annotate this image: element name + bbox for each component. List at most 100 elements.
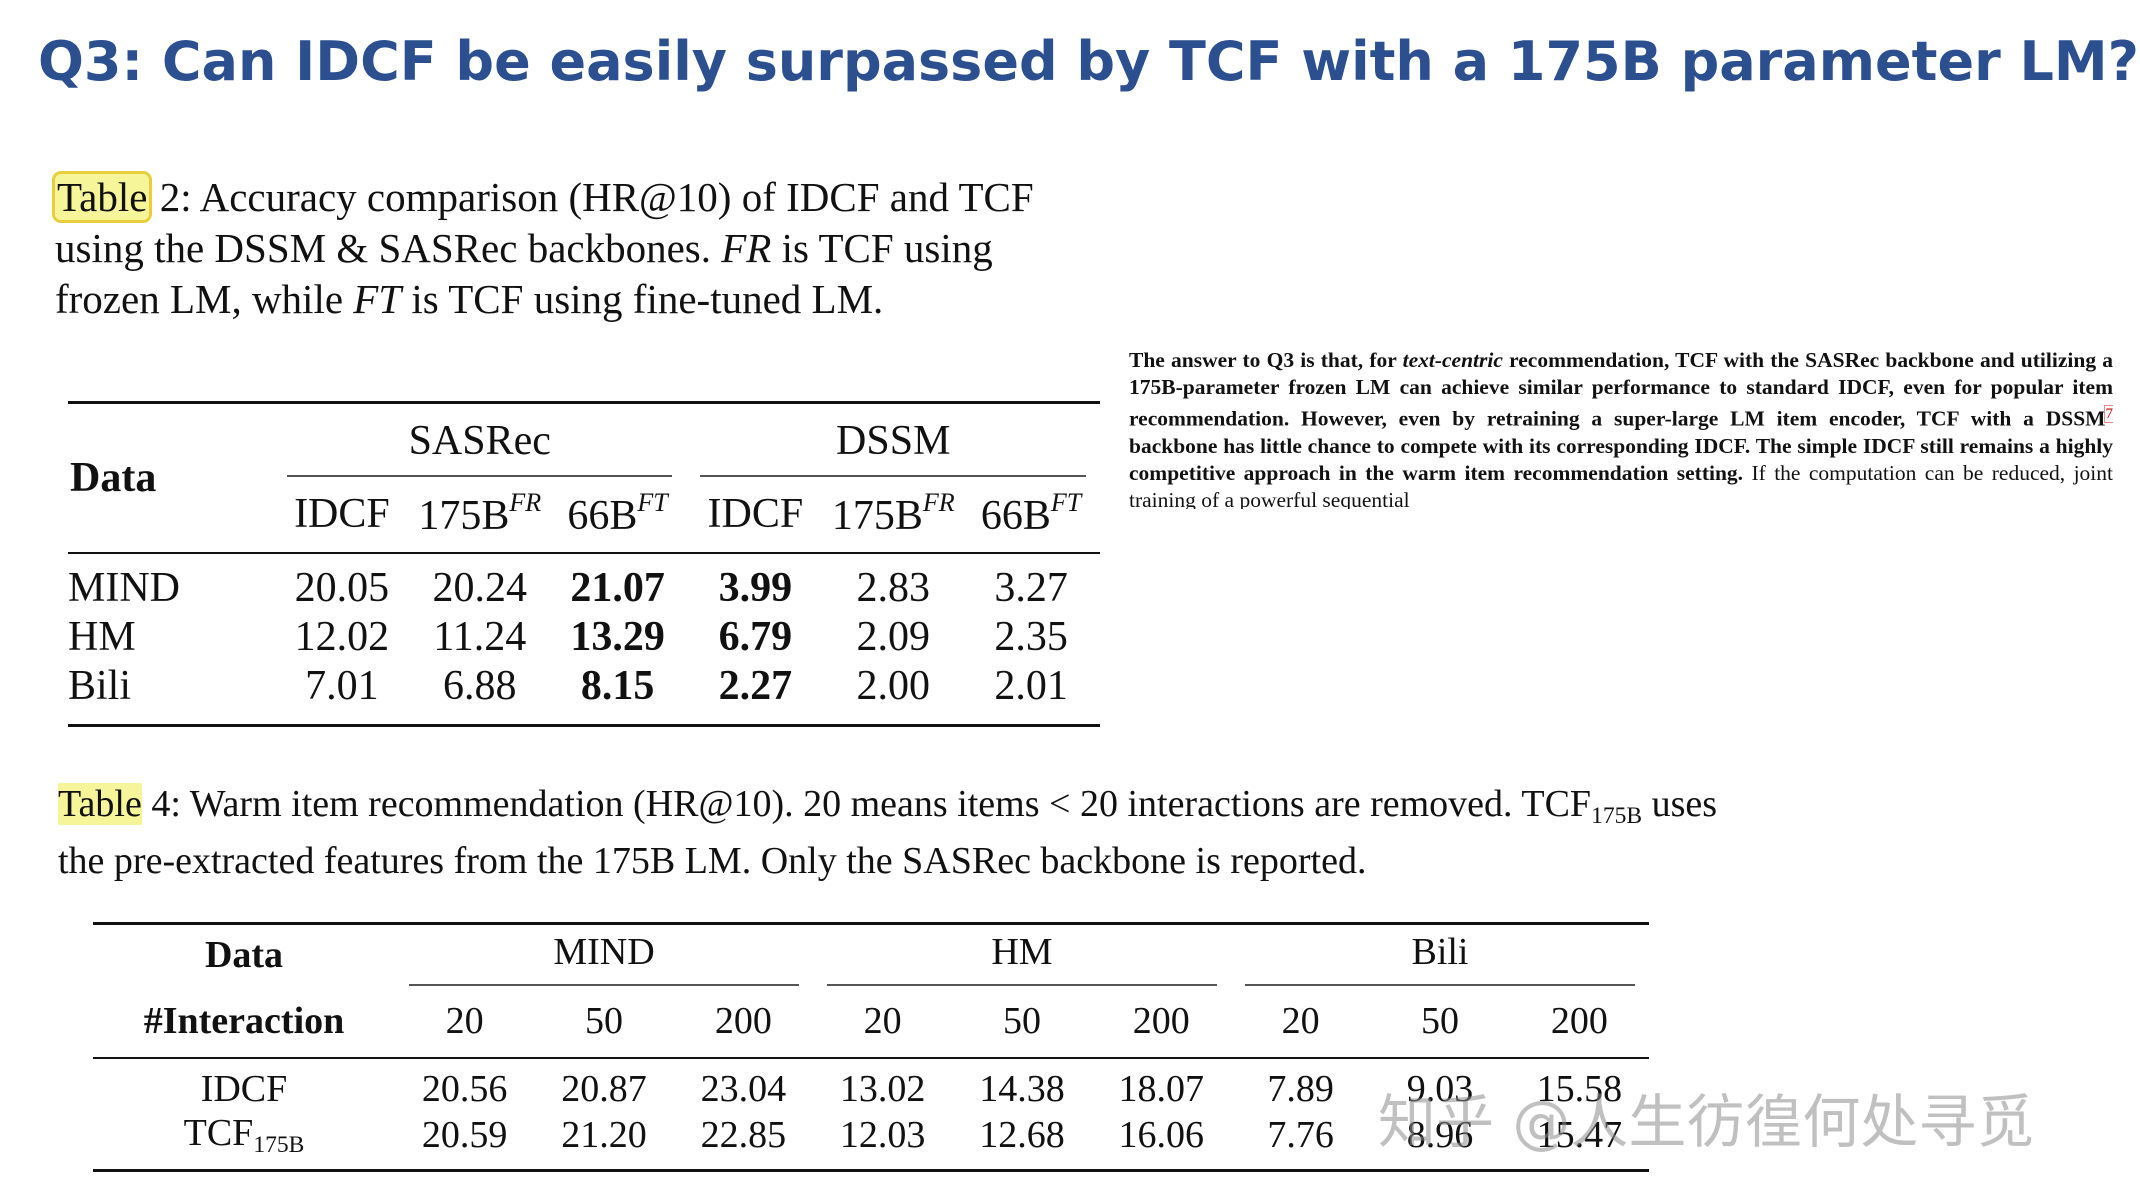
cell: 20.59 bbox=[421, 1113, 508, 1156]
cell: 3.99 bbox=[718, 564, 793, 611]
caption-text: is TCF using frozen LM, while bbox=[55, 225, 993, 322]
caption-text: 175B bbox=[1591, 803, 1643, 830]
caption-text: FR bbox=[721, 225, 772, 271]
cell: 2.01 bbox=[994, 662, 1068, 709]
group-cell: Bili bbox=[1231, 924, 1649, 986]
caption-text: Table bbox=[58, 783, 142, 825]
cell: 21.07 bbox=[570, 564, 665, 611]
cell: 18.07 bbox=[1118, 1067, 1205, 1110]
data-row: Bili 7.01 6.88 8.15 2.27 2.00 2.01 bbox=[68, 662, 1100, 726]
column-header-text: 175B bbox=[418, 493, 510, 540]
column-header: 50 bbox=[534, 985, 674, 1059]
column-header-text: 66B bbox=[980, 493, 1051, 540]
column-header: 20 bbox=[1230, 985, 1371, 1059]
row-label: IDCF bbox=[93, 1058, 395, 1111]
caption-text: is TCF using fine-tuned LM. bbox=[401, 276, 884, 322]
column-header: 175BFR bbox=[824, 476, 963, 554]
row-header: Data bbox=[204, 934, 284, 977]
table-caption: Table 4: Warm item recommendation (HR@10… bbox=[58, 782, 1758, 884]
table: Data SASRec DSSM IDCF 175BFR 66BFT IDCF 175BFR 6… bbox=[68, 401, 1100, 727]
cell: 2.09 bbox=[856, 613, 930, 660]
paragraph-text: backbone has little chance to compete wi… bbox=[1129, 433, 2113, 485]
cell: 12.02 bbox=[294, 613, 390, 660]
row-label-text: IDCF bbox=[200, 1067, 288, 1110]
cell: 6.79 bbox=[718, 613, 793, 660]
cell: 12.68 bbox=[979, 1113, 1065, 1156]
paragraph-text: If the computation can be reduced, joint… bbox=[1129, 460, 2113, 509]
table-caption: Table 2: Accuracy comparison (HR@10) of … bbox=[51, 171, 1085, 325]
cell: 8.96 bbox=[1406, 1113, 1474, 1156]
cell: 7.76 bbox=[1267, 1113, 1334, 1156]
column-header-text: IDCF bbox=[294, 491, 390, 537]
data-row: IDCF 20.56 20.87 23.04 13.02 14.38 18.07 7.89 9.… bbox=[93, 1058, 1649, 1111]
cell: 7.01 bbox=[305, 662, 379, 709]
group-cell: HM bbox=[813, 924, 1231, 986]
header-row: Data MIND HM Bili bbox=[93, 924, 1649, 986]
row-label-text: 175B bbox=[253, 1131, 305, 1158]
column-header: IDCF bbox=[686, 476, 825, 554]
caption-text: 2: Accuracy comparison (HR@10) of IDCF a… bbox=[55, 174, 1034, 271]
cell: 8.15 bbox=[580, 662, 655, 709]
caption-text: uses the pre-extracted features from the… bbox=[58, 783, 1718, 883]
row-header: #Interaction bbox=[93, 985, 395, 1059]
table: Data MIND HM Bili #Interaction 20 50 200 20 50 200… bbox=[93, 922, 1649, 1172]
cell: 2.27 bbox=[718, 662, 793, 709]
cell: 20.05 bbox=[294, 564, 390, 611]
header-row: #Interaction 20 50 200 20 50 200 20 50 200 bbox=[93, 985, 1649, 1059]
cell: 20.24 bbox=[432, 564, 527, 611]
row-label: TCF175B bbox=[93, 1111, 395, 1171]
row-label-text: MIND bbox=[68, 564, 180, 611]
column-header-text: IDCF bbox=[707, 491, 804, 537]
column-header-text: FR bbox=[509, 487, 542, 517]
cell: 16.06 bbox=[1118, 1113, 1205, 1156]
caption-text: Table bbox=[51, 171, 153, 223]
cell: 11.24 bbox=[433, 613, 527, 660]
column-header: 20 bbox=[395, 985, 535, 1059]
column-header: 50 bbox=[1370, 985, 1510, 1059]
column-header-text: FT bbox=[637, 487, 668, 517]
row-label: HM bbox=[68, 612, 273, 662]
cell: 23.04 bbox=[700, 1067, 787, 1110]
row-header: Data bbox=[68, 402, 273, 554]
row-label: Bili bbox=[68, 662, 273, 726]
column-header: 200 bbox=[1509, 985, 1649, 1059]
column-header: 66BFT bbox=[548, 476, 687, 554]
header-row: IDCF 175BFR 66BFT IDCF 175BFR 66BFT bbox=[68, 476, 1100, 554]
cell: 2.83 bbox=[856, 564, 930, 611]
row-label-text: HM bbox=[68, 613, 136, 660]
caption-text: 4: Warm item recommendation (HR@10). 20 … bbox=[141, 783, 1592, 825]
column-header-text: 175B bbox=[831, 493, 923, 540]
row-label: MIND bbox=[68, 553, 273, 612]
group-header: MIND bbox=[409, 930, 799, 986]
column-header-text: FR bbox=[922, 487, 955, 517]
column-header-text: 66B bbox=[567, 493, 638, 540]
cell: 7.89 bbox=[1267, 1067, 1334, 1110]
column-header: 200 bbox=[1091, 985, 1231, 1059]
cell: 2.00 bbox=[856, 662, 930, 709]
cell: 21.20 bbox=[561, 1113, 647, 1156]
group-cell: DSSM bbox=[686, 403, 1100, 477]
group-header: HM bbox=[826, 930, 1217, 986]
paragraph-text: The answer to Q3 is that, for bbox=[1129, 348, 1403, 372]
cell: 12.03 bbox=[839, 1113, 926, 1156]
slide-title: Q3: Can IDCF be easily surpassed by TCF … bbox=[38, 30, 2139, 93]
cell: 13.29 bbox=[570, 613, 665, 660]
cell: 14.38 bbox=[979, 1067, 1065, 1110]
cell: 3.27 bbox=[994, 564, 1068, 611]
group-header: Bili bbox=[1244, 930, 1635, 986]
cell: 20.87 bbox=[561, 1067, 647, 1110]
group-cell: MIND bbox=[395, 924, 813, 986]
caption-text: FT bbox=[353, 276, 402, 322]
column-header: 50 bbox=[952, 985, 1092, 1059]
paragraph-text: text-centric bbox=[1402, 348, 1503, 372]
cell: 2.35 bbox=[994, 613, 1068, 660]
column-header: 66BFT bbox=[962, 476, 1100, 554]
cell: 15.47 bbox=[1536, 1113, 1623, 1156]
paragraph-text: 7 bbox=[2104, 405, 2113, 423]
column-header: IDCF bbox=[273, 476, 411, 554]
group-header: SASRec bbox=[287, 417, 673, 477]
paragraph-text: recommendation, TCF with the SASRec back… bbox=[1129, 348, 2113, 431]
cell: 20.56 bbox=[421, 1067, 508, 1110]
cell: 9.03 bbox=[1406, 1067, 1474, 1110]
